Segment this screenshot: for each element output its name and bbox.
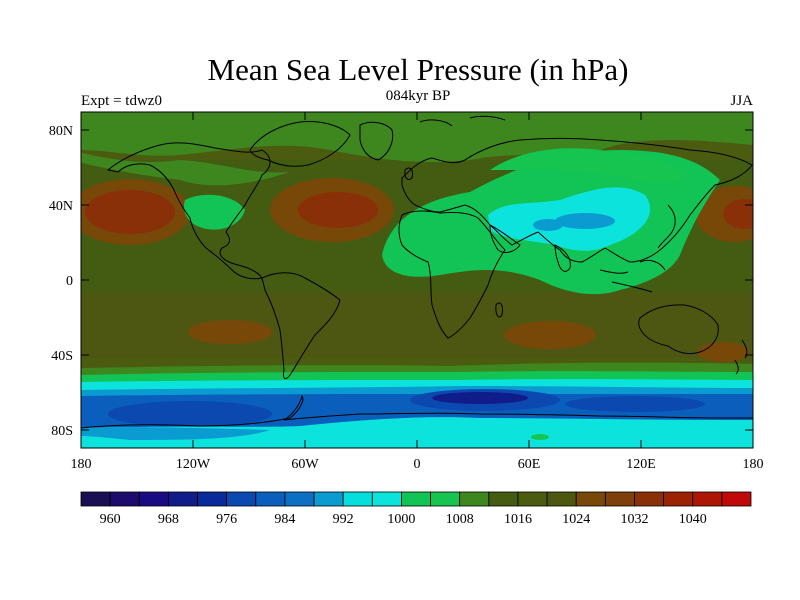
colorbar-label: 960 (100, 512, 121, 527)
colorbar-label: 1024 (562, 512, 590, 527)
colorbar-label: 984 (274, 512, 295, 527)
colorbar-label: 976 (216, 512, 237, 527)
colorbar-swatch (138, 491, 169, 507)
colorbar-swatch (401, 491, 431, 507)
colorbar-swatch (663, 491, 694, 507)
colorbar-label: 1032 (620, 512, 648, 527)
lon-label-120w: 120W (176, 457, 211, 472)
lon-label-0: 0 (414, 457, 421, 472)
experiment-label: Expt = tdwz0 (81, 93, 162, 109)
colorbar-swatch (197, 491, 228, 507)
lat-tick-labels: 80N 40N 0 40S 80S (49, 124, 73, 439)
season-label: JJA (730, 93, 753, 109)
lat-label-40s: 40S (51, 349, 73, 364)
lon-label-60e: 60E (518, 457, 541, 472)
colorbar-swatch (430, 491, 461, 507)
lat-tick-marks (81, 129, 753, 431)
colorbar-swatch (721, 491, 752, 507)
colorbar-swatch (604, 491, 635, 507)
colorbar-label: 1040 (679, 512, 707, 527)
lat-label-40n: 40N (49, 199, 73, 214)
colorbar-swatch (459, 491, 490, 507)
colorbar-swatch (313, 491, 344, 507)
colorbar-swatch (284, 491, 315, 507)
colorbar-swatch (371, 491, 402, 507)
colorbar-label: 968 (158, 512, 179, 527)
colorbar-label: 992 (333, 512, 354, 527)
colorbar-label: 1016 (504, 512, 532, 527)
colorbar-swatch (546, 491, 577, 507)
colorbar-swatch (226, 491, 257, 507)
lat-label-0: 0 (66, 274, 73, 289)
colorbar-swatch (255, 491, 286, 507)
colorbar-label: 1000 (387, 512, 415, 527)
colorbar-swatch (575, 491, 606, 507)
lon-label-180e: 180 (743, 457, 764, 472)
lon-label-120e: 120E (626, 457, 656, 472)
pressure-field (81, 112, 753, 448)
lon-tick-labels: 180 120W 60W 0 60E 120E 180 (71, 457, 764, 472)
lon-label-60w: 60W (291, 457, 319, 472)
colorbar-swatch (692, 491, 723, 507)
colorbar-swatch (342, 491, 373, 507)
colorbar-label: 1008 (446, 512, 474, 527)
colorbar-swatch (488, 491, 519, 507)
lon-tick-marks (80, 112, 642, 448)
colorbar-swatch (634, 491, 665, 507)
lat-label-80s: 80S (51, 424, 73, 439)
lat-label-80n: 80N (49, 124, 73, 139)
colorbar-swatch (517, 491, 548, 507)
lon-label-180w: 180 (71, 457, 92, 472)
colorbar: 960 968 976 984 992 1000 1008 1016 1024 1032 1040 (80, 491, 752, 527)
colorbar-swatch (80, 491, 111, 507)
colorbar-swatch (109, 491, 140, 507)
colorbar-swatch (167, 491, 198, 507)
chart-title: Mean Sea Level Pressure (in hPa) (207, 52, 629, 87)
period-label: 084kyr BP (385, 88, 451, 104)
coastlines (81, 115, 753, 429)
